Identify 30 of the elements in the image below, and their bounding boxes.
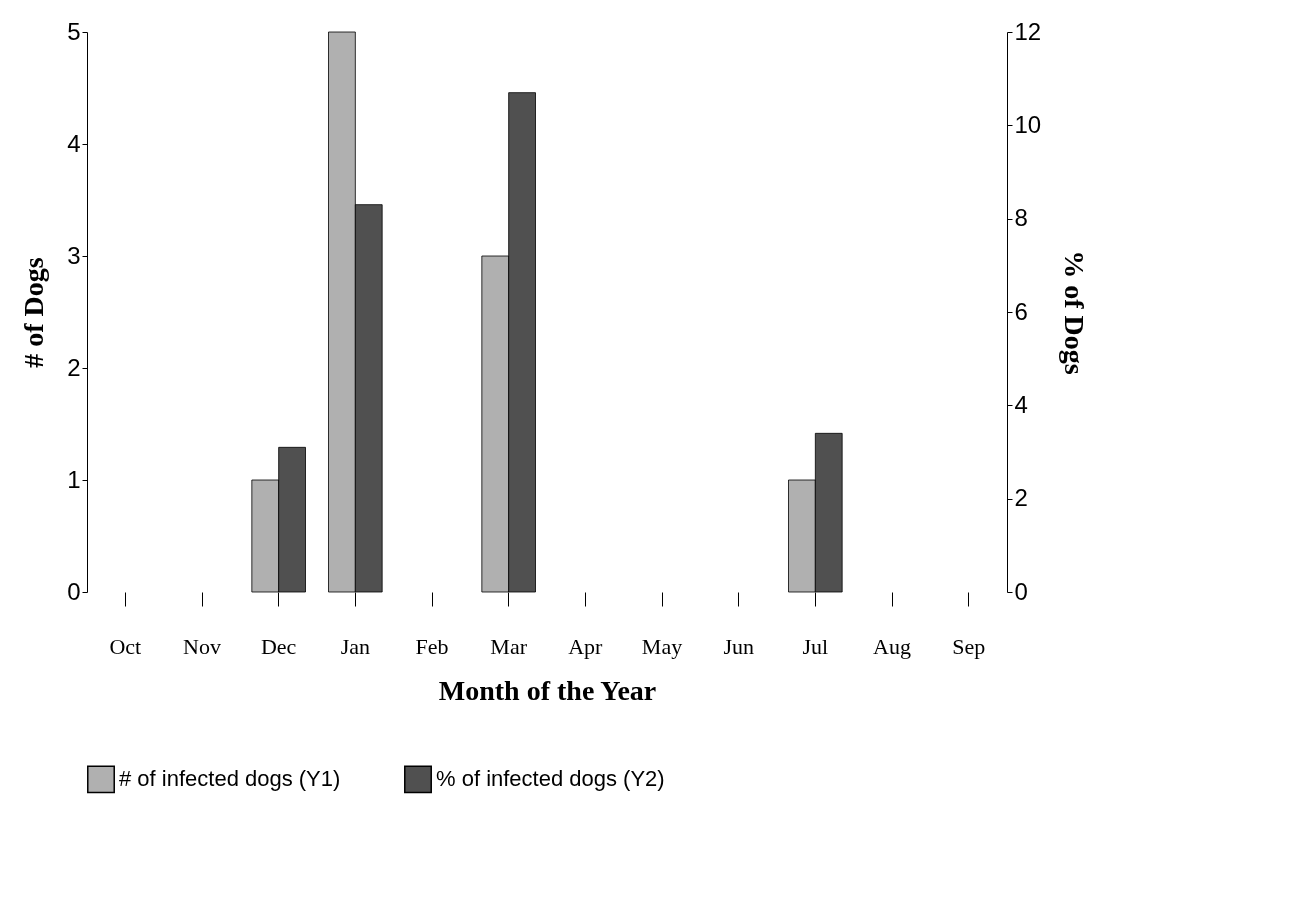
x-tick-label: Nov — [183, 633, 221, 659]
y-axis-title: # of Dogs — [18, 257, 50, 368]
y2-axis-title: % of Dogs — [1059, 250, 1091, 375]
legend-label: # of infected dogs (Y1) — [119, 766, 341, 792]
x-tick-label: Oct — [109, 633, 142, 659]
legend-label: % of infected dogs (Y2) — [436, 766, 665, 792]
x-tick-label: Dec — [260, 633, 297, 659]
x-tick-label: Feb — [415, 633, 449, 659]
x-tick-label: May — [641, 633, 683, 659]
y-tick-label: 1 — [67, 465, 81, 493]
y-tick-label: 0 — [67, 577, 81, 605]
y2-tick-label: 0 — [1014, 577, 1028, 605]
y2-tick-label: 10 — [1014, 110, 1042, 138]
y2-tick-label: 4 — [1014, 390, 1028, 418]
y2-tick-label: 6 — [1014, 297, 1028, 325]
y-tick-label: 3 — [67, 241, 81, 269]
y-tick-label: 4 — [67, 129, 81, 157]
y2-tick-label: 2 — [1014, 484, 1028, 512]
y2-tick-label: 12 — [1014, 17, 1042, 45]
y2-tick-label: 8 — [1014, 204, 1028, 232]
x-tick-label: Aug — [873, 633, 911, 659]
x-tick-label: Apr — [568, 633, 604, 659]
x-tick-label: Jan — [340, 633, 370, 659]
x-tick-label: Mar — [490, 633, 528, 659]
x-tick-label: Jul — [802, 633, 829, 659]
x-axis-title: Month of the Year — [438, 674, 657, 706]
x-tick-label: Jun — [723, 633, 754, 659]
y-tick-label: 2 — [67, 353, 81, 381]
x-tick-label: Sep — [952, 633, 986, 659]
y-tick-label: 5 — [67, 17, 81, 45]
